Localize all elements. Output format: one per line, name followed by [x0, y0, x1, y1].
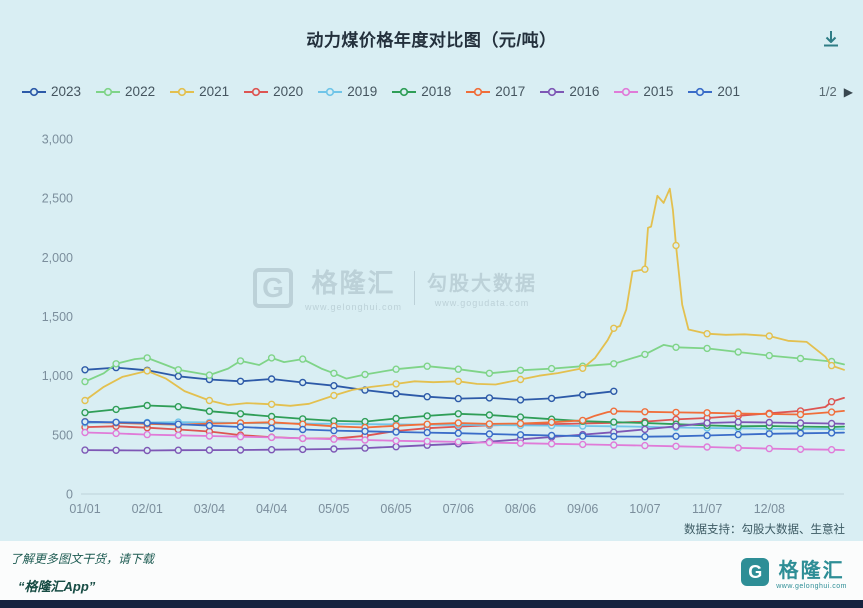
svg-text:2,000: 2,000 — [42, 251, 73, 265]
gelonghui-logo-url: www.gelonghui.com — [776, 583, 847, 590]
bottom-bar — [0, 600, 863, 608]
series-2021 — [81, 187, 845, 408]
legend-marker-icon — [318, 87, 343, 96]
svg-text:1,500: 1,500 — [42, 310, 73, 324]
legend-label: 2020 — [273, 84, 304, 99]
svg-text:02/01: 02/01 — [132, 502, 163, 516]
svg-text:1,000: 1,000 — [42, 369, 73, 383]
legend-label: 2017 — [495, 84, 526, 99]
data-source-note: 数据支持：勾股大数据、生意社 — [684, 524, 845, 536]
footer: 了解更多图文干货，请下载 “格隆汇App” G 格隆汇 www.gelonghu… — [0, 541, 863, 600]
svg-text:0: 0 — [66, 488, 73, 502]
gelonghui-logo-icon: G — [741, 558, 770, 586]
watermark-divider — [414, 270, 416, 305]
svg-text:04/04: 04/04 — [256, 502, 287, 516]
legend-item-2022[interactable]: 2022 — [96, 84, 155, 99]
legend-label: 2022 — [125, 84, 156, 99]
legend-item-2020[interactable]: 2020 — [244, 84, 303, 99]
gelonghui-logo-text: 格隆汇 — [778, 560, 845, 582]
legend-marker-icon — [466, 87, 491, 96]
legend-marker-icon — [614, 87, 639, 96]
legend-next-arrow[interactable]: ▶ — [843, 84, 853, 99]
legend-marker-icon — [392, 87, 417, 96]
legend-label: 2016 — [569, 84, 600, 99]
legend-label: 2018 — [421, 84, 452, 99]
legend-items: 2023 2022 2021 2020 2019 2018 2017 2016 2015 201 — [22, 84, 813, 99]
legend: 2023 2022 2021 2020 2019 2018 2017 2016 2015 201 … — [22, 84, 853, 99]
legend-item-2019[interactable]: 2019 — [318, 84, 377, 99]
legend-item-2014[interactable]: 201 — [688, 84, 740, 99]
legend-marker-icon — [170, 87, 195, 96]
legend-label: 2021 — [199, 84, 230, 99]
svg-text:07/06: 07/06 — [443, 502, 474, 516]
legend-item-2023[interactable]: 2023 — [22, 84, 81, 99]
legend-item-2017[interactable]: 2017 — [466, 84, 525, 99]
series-2015 — [81, 428, 845, 454]
svg-text:10/07: 10/07 — [629, 502, 660, 516]
legend-marker-icon — [688, 87, 713, 96]
chart-title: 动力煤价格年度对比图（元/吨） — [306, 31, 557, 50]
legend-marker-icon — [96, 87, 121, 96]
legend-marker-icon — [22, 87, 46, 96]
watermark-brand-url: www.gelonghui.com — [305, 302, 403, 312]
svg-text:03/04: 03/04 — [194, 502, 225, 516]
line-chart: 0 500 1,000 1,500 2,000 2,500 3,000 01/01 02/01 0… — [42, 133, 845, 516]
svg-text:09/06: 09/06 — [567, 502, 598, 516]
legend-label: 2019 — [347, 84, 378, 99]
download-icon-glyph — [824, 31, 838, 47]
svg-text:06/05: 06/05 — [380, 502, 411, 516]
download-icon[interactable] — [819, 28, 843, 52]
legend-page-indicator: 1/2 — [818, 84, 837, 99]
legend-item-2016[interactable]: 2016 — [540, 84, 599, 99]
legend-item-2018[interactable]: 2018 — [392, 84, 451, 99]
gelonghui-watermark-logo-icon: G — [253, 267, 293, 308]
series-2014 — [81, 418, 845, 441]
svg-text:12/08: 12/08 — [754, 502, 785, 516]
promo-text: 了解更多图文干货，请下载 — [10, 552, 155, 566]
gelonghui-logo: G 格隆汇 www.gelonghui.com — [741, 554, 847, 590]
legend-label: 2015 — [643, 84, 674, 99]
app-name-text: “格隆汇App” — [18, 579, 96, 594]
watermark-partner-text: 勾股大数据 — [427, 273, 538, 295]
svg-text:11/07: 11/07 — [692, 502, 722, 516]
chart-card: 动力煤价格年度对比图（元/吨） 2023 2022 2021 2020 2019 2018… — [0, 0, 863, 541]
watermark: G 格隆汇 www.gelonghui.com 勾股大数据 www.goguda… — [253, 263, 537, 312]
series-2023 — [81, 363, 618, 404]
watermark-partner-url: www.gogudata.com — [434, 298, 530, 308]
svg-text:01/01: 01/01 — [69, 502, 100, 516]
legend-label: 2023 — [51, 84, 82, 99]
svg-text:500: 500 — [52, 428, 73, 442]
svg-text:05/05: 05/05 — [318, 502, 349, 516]
legend-pager: 1/2 ▶ — [819, 84, 853, 99]
watermark-brand-text: 格隆汇 — [311, 268, 396, 298]
legend-item-2015[interactable]: 2015 — [614, 84, 673, 99]
svg-text:2,500: 2,500 — [42, 192, 73, 206]
legend-label: 201 — [717, 84, 740, 99]
legend-marker-icon — [540, 87, 565, 96]
svg-text:3,000: 3,000 — [42, 133, 73, 147]
svg-text:08/06: 08/06 — [505, 502, 536, 516]
legend-marker-icon — [244, 87, 269, 96]
legend-item-2021[interactable]: 2021 — [170, 84, 229, 99]
